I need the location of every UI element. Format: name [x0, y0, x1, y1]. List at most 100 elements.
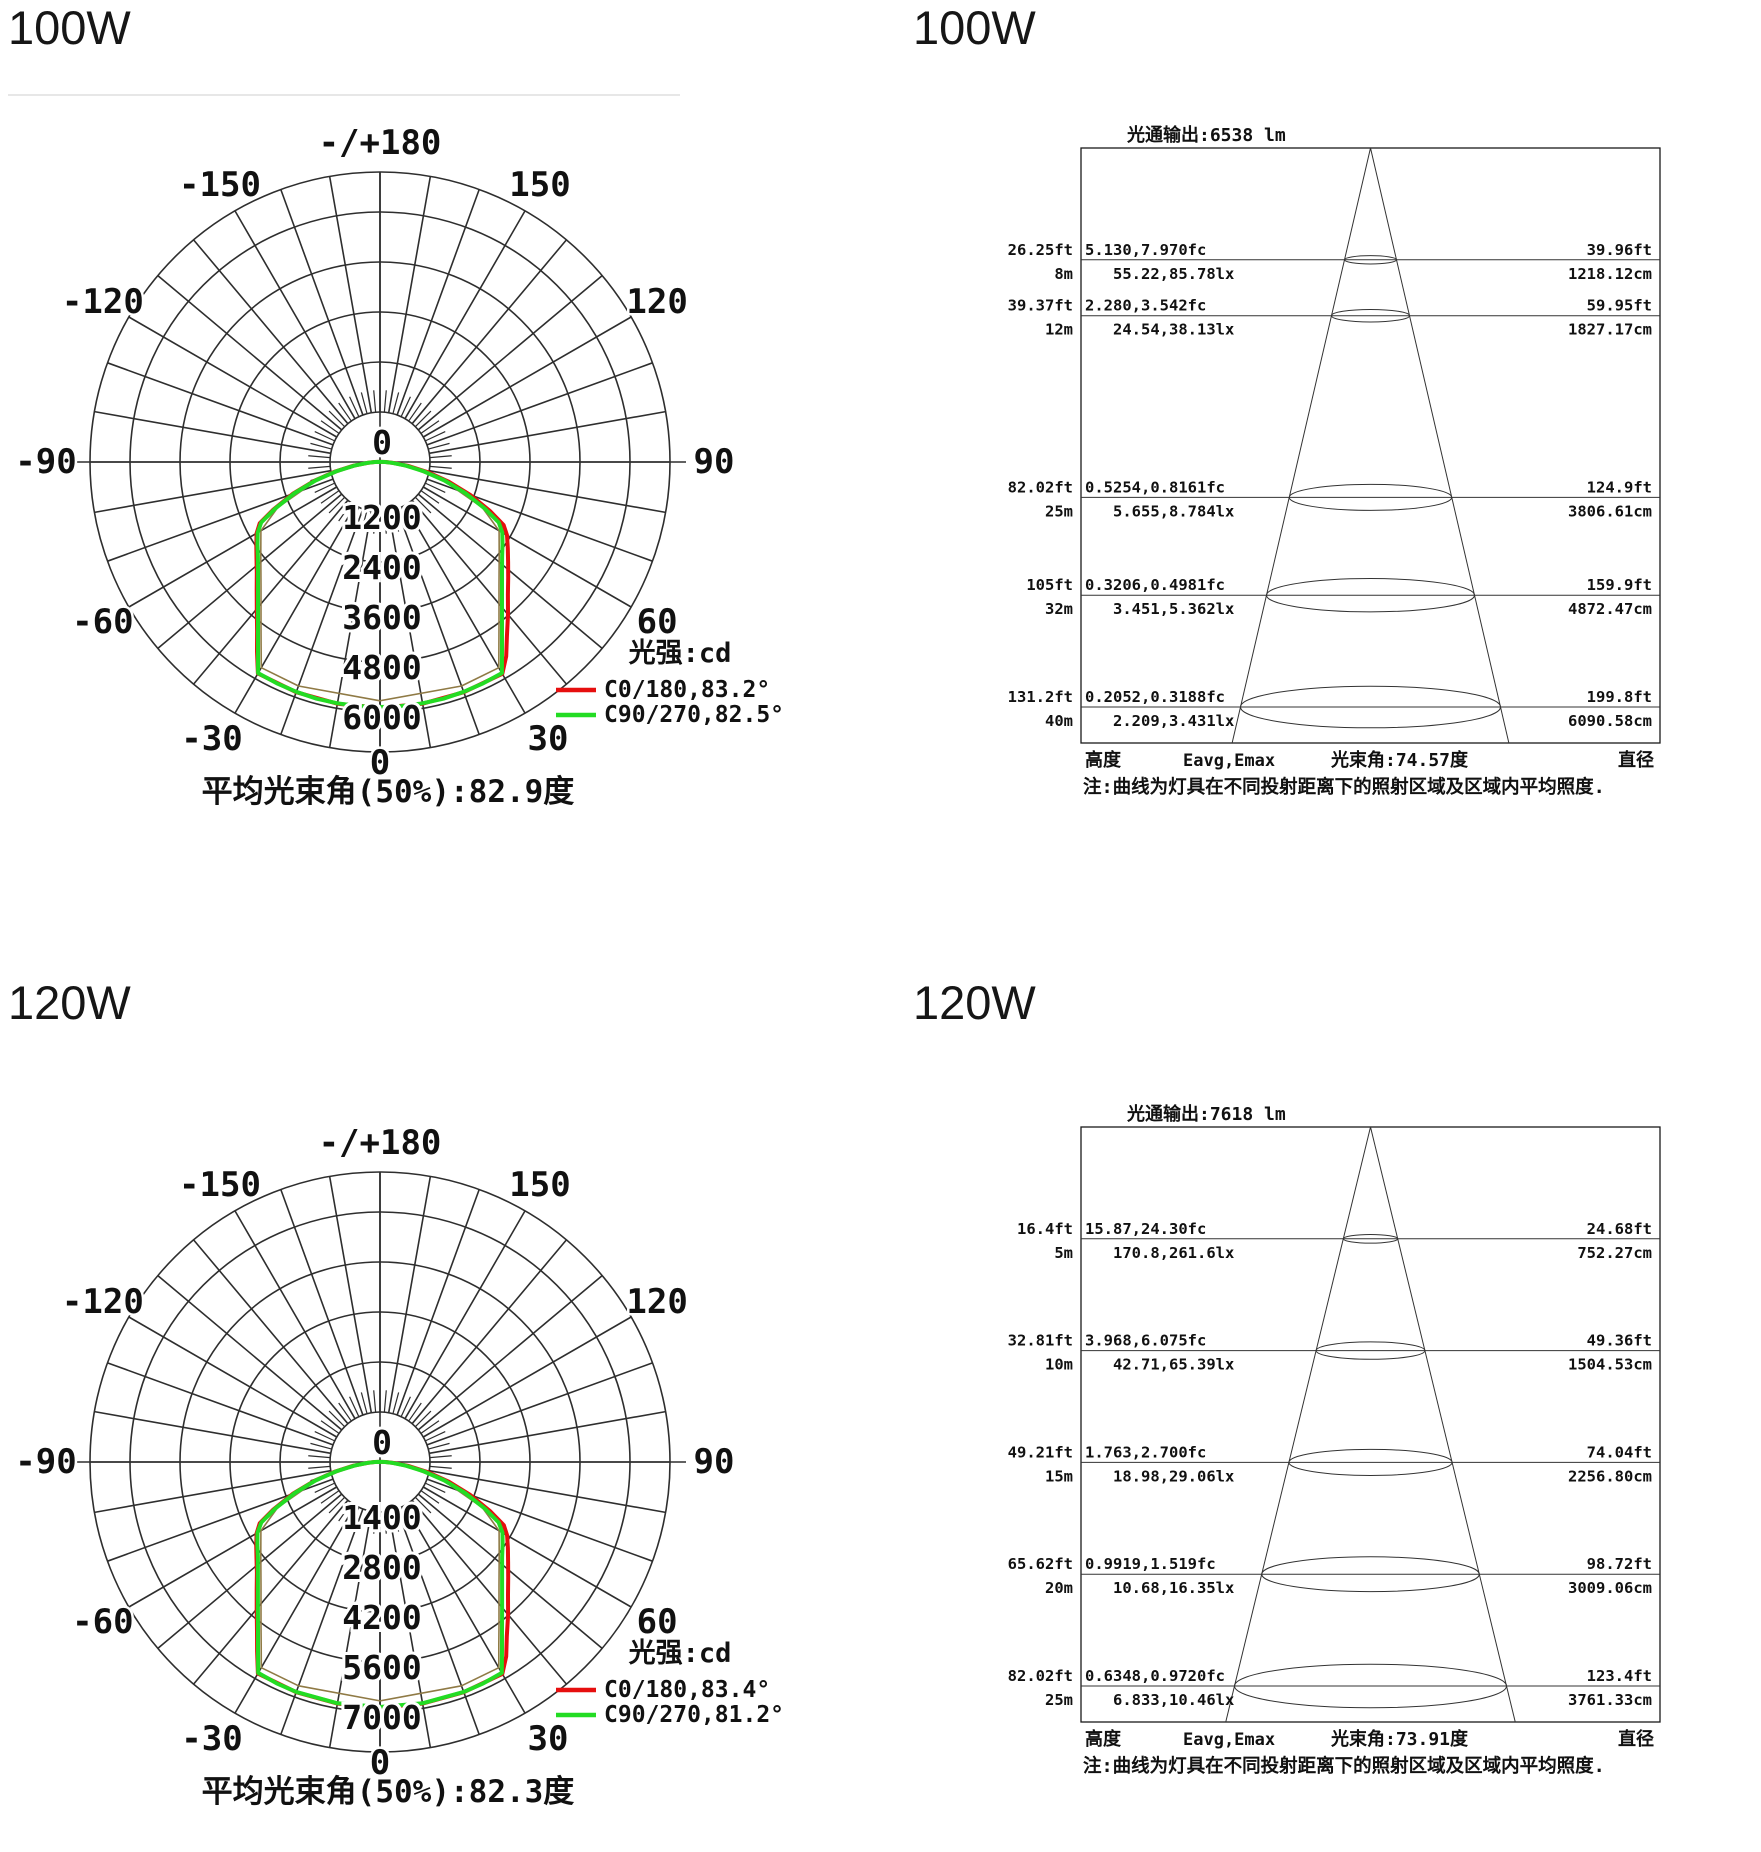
height-m: 8m — [1054, 265, 1073, 283]
svg-text:高度: 高度 — [1085, 749, 1122, 771]
svg-text:2800: 2800 — [342, 1548, 421, 1587]
height-m: 12m — [1045, 321, 1073, 339]
polar-grid — [74, 171, 686, 753]
section-120w-right-title: 120W — [913, 976, 1036, 1029]
section-100w-right-title: 100W — [913, 1, 1036, 54]
eavg-fc: 3.968,6.075fc — [1085, 1332, 1206, 1350]
svg-text:Eavg,Emax: Eavg,Emax — [1183, 751, 1275, 771]
svg-text:0: 0 — [370, 1743, 390, 1783]
svg-text:6000: 6000 — [342, 698, 421, 737]
svg-text:-90: -90 — [15, 442, 76, 482]
svg-text:7000: 7000 — [342, 1698, 421, 1737]
svg-text:4200: 4200 — [342, 1598, 421, 1637]
height-m: 15m — [1045, 1467, 1073, 1485]
svg-text:5600: 5600 — [342, 1648, 421, 1687]
spread-ellipse — [1344, 255, 1397, 265]
eavg-fc: 0.2052,0.3188fc — [1085, 688, 1225, 706]
svg-text:90: 90 — [694, 1442, 735, 1482]
svg-text:C90/270,82.5°: C90/270,82.5° — [604, 702, 784, 728]
dia-cm: 1827.17cm — [1568, 321, 1652, 339]
height-ft: 82.02ft — [1008, 478, 1073, 496]
svg-text:1200: 1200 — [342, 498, 421, 537]
eavg-lx: 24.54,38.13lx — [1113, 321, 1234, 339]
svg-text:-/+180: -/+180 — [319, 1123, 442, 1163]
svg-text:光束角:74.57度: 光束角:74.57度 — [1330, 749, 1469, 771]
svg-text:-/+180: -/+180 — [319, 123, 442, 163]
height-m: 20m — [1045, 1579, 1073, 1597]
svg-text:2400: 2400 — [342, 548, 421, 587]
svg-text:60: 60 — [637, 602, 678, 642]
dia-ft: 123.4ft — [1587, 1667, 1652, 1685]
svg-text:C0/180,83.2°: C0/180,83.2° — [604, 677, 770, 703]
eavg-lx: 10.68,16.35lx — [1113, 1579, 1234, 1597]
svg-text:0: 0 — [370, 743, 390, 783]
svg-text:-120: -120 — [62, 1282, 144, 1322]
dia-cm: 1504.53cm — [1568, 1356, 1652, 1374]
eavg-fc: 5.130,7.970fc — [1085, 241, 1206, 259]
svg-text:Eavg,Emax: Eavg,Emax — [1183, 1730, 1275, 1750]
eavg-lx: 2.209,3.431lx — [1113, 712, 1234, 730]
svg-text:0: 0 — [372, 423, 392, 462]
cone-chart-100W: 光通输出:6538 lm 26.25ft 8m 5.130,7.970fc 55.22,… — [1008, 124, 1661, 798]
eavg-fc: 0.9919,1.519fc — [1085, 1555, 1216, 1573]
cone-rows: 26.25ft 8m 5.130,7.970fc 55.22,85.78lx 39.96… — [1008, 241, 1660, 730]
angle-labels: -/+180 150 120 90 60 30 0 -30 -60 -90 -120 -150 — [13, 1121, 737, 1786]
height-m: 32m — [1045, 600, 1073, 618]
height-ft: 82.02ft — [1008, 1667, 1073, 1685]
polar-caption: 平均光束角(50%):82.3度 — [202, 1774, 575, 1810]
cone-note: 注:曲线为灯具在不同投射距离下的照射区域及区域内平均照度. — [1083, 776, 1605, 798]
polar-caption: 平均光束角(50%):82.9度 — [202, 774, 575, 810]
height-m: 5m — [1054, 1244, 1073, 1262]
section-100w-left-title: 100W — [8, 1, 131, 54]
height-ft: 131.2ft — [1008, 688, 1073, 706]
ring-labels: 1400 2800 4200 5600 7000 0 — [339, 1420, 424, 1740]
curve-C90-270-82.5- — [255, 459, 505, 709]
legend: 光强:cd C0/180,83.4°C90/270,81.2° — [556, 1638, 784, 1728]
spread-ellipse — [1266, 578, 1475, 613]
height-m: 10m — [1045, 1356, 1073, 1374]
spread-ellipse — [1315, 1341, 1426, 1360]
svg-text:-60: -60 — [72, 1602, 133, 1642]
legend: 光强:cd C0/180,83.2°C90/270,82.5° — [556, 638, 784, 728]
spread-ellipse — [1288, 1448, 1453, 1476]
svg-text:C0/180,83.4°: C0/180,83.4° — [604, 1677, 770, 1703]
curve-trace — [260, 461, 500, 702]
eavg-lx: 170.8,261.6lx — [1113, 1244, 1234, 1262]
height-ft: 16.4ft — [1017, 1220, 1073, 1238]
svg-text:高度: 高度 — [1085, 1728, 1122, 1750]
spread-ellipse — [1331, 308, 1410, 323]
angle-labels: -/+180 150 120 90 60 30 0 -30 -60 -90 -120 -150 — [13, 121, 737, 786]
eavg-lx: 18.98,29.06lx — [1113, 1467, 1234, 1485]
svg-text:-30: -30 — [181, 719, 242, 759]
polar-grid — [74, 1171, 686, 1753]
flux-title: 光通输出:7618 lm — [1126, 1103, 1286, 1125]
svg-text:150: 150 — [509, 1165, 570, 1205]
eavg-fc: 0.6348,0.9720fc — [1085, 1667, 1225, 1685]
cone-footer: 高度 Eavg,Emax 光束角:73.91度 直径 — [1085, 1728, 1654, 1750]
cone-sides — [1231, 147, 1510, 744]
svg-text:-120: -120 — [62, 282, 144, 322]
svg-text:-150: -150 — [179, 1165, 261, 1205]
svg-text:光强:cd: 光强:cd — [628, 638, 732, 669]
height-ft: 39.37ft — [1008, 297, 1073, 315]
polar-chart-100W: 1200 2400 3600 4800 6000 0 -/+180 150 120 90 60 30 0… — [13, 121, 784, 811]
polar-chart-120W: 1400 2800 4200 5600 7000 0 -/+180 150 120 90 60 30 0… — [13, 1121, 784, 1811]
dia-ft: 159.9ft — [1587, 576, 1652, 594]
curve-C90-270-81.2- — [255, 1459, 505, 1709]
dia-ft: 199.8ft — [1587, 688, 1652, 706]
svg-text:直径: 直径 — [1618, 1728, 1654, 1750]
svg-text:60: 60 — [637, 1602, 678, 1642]
dia-cm: 6090.58cm — [1568, 712, 1652, 730]
eavg-lx: 55.22,85.78lx — [1113, 265, 1234, 283]
svg-text:光强:cd: 光强:cd — [628, 1638, 732, 1669]
section-divider — [8, 94, 680, 96]
height-m: 25m — [1045, 1691, 1073, 1709]
dia-ft: 39.96ft — [1587, 241, 1652, 259]
cone-chart-120W: 光通输出:7618 lm 16.4ft 5m 15.87,24.30fc 170.8,2… — [1008, 1103, 1661, 1777]
svg-text:-90: -90 — [15, 1442, 76, 1482]
svg-text:C90/270,81.2°: C90/270,81.2° — [604, 1702, 784, 1728]
flux-title: 光通输出:6538 lm — [1126, 124, 1286, 146]
dia-cm: 1218.12cm — [1568, 265, 1652, 283]
cone-footer: 高度 Eavg,Emax 光束角:74.57度 直径 — [1085, 749, 1654, 771]
